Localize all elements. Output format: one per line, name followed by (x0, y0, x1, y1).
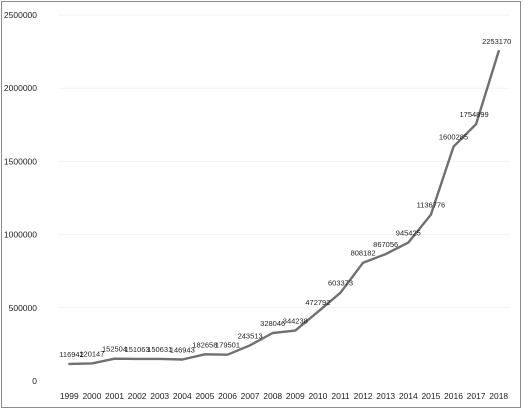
data-label: 150631 (147, 345, 172, 354)
x-tick-label: 2000 (82, 391, 101, 401)
data-label: 867056 (373, 240, 398, 249)
x-tick-label: 2007 (241, 391, 260, 401)
series-line (68, 49, 500, 366)
x-tick-label: 2011 (331, 391, 350, 401)
x-tick-label: 2006 (218, 391, 237, 401)
data-label: 179501 (215, 341, 240, 350)
x-tick-label: 2008 (263, 391, 282, 401)
x-tick-label: 1999 (60, 391, 79, 401)
data-label: 808182 (351, 249, 376, 258)
data-label: 1600285 (439, 133, 468, 142)
y-tick-label: 500000 (9, 303, 38, 313)
data-label: 116942 (59, 350, 83, 359)
data-label: 152504 (102, 345, 127, 354)
data-label: 1136776 (417, 201, 446, 210)
x-tick-label: 2005 (195, 391, 214, 401)
data-label: 2253170 (482, 37, 511, 46)
y-tick-label: 0 (32, 376, 37, 386)
x-tick-label: 2003 (150, 391, 169, 401)
data-label: 182658 (192, 340, 217, 349)
x-tick-label: 2004 (173, 391, 192, 401)
x-tick-label: 2013 (376, 391, 395, 401)
x-tick-label: 2017 (467, 391, 486, 401)
data-label: 120147 (79, 349, 104, 358)
x-tick-label: 2001 (105, 391, 124, 401)
x-tick-label: 2012 (354, 391, 373, 401)
x-tick-label: 2016 (444, 391, 463, 401)
data-label: 945425 (396, 229, 421, 238)
y-tick-label: 2500000 (4, 10, 37, 20)
y-tick-label: 1000000 (4, 230, 37, 240)
data-label: 328046 (260, 319, 285, 328)
x-tick-label: 2015 (421, 391, 440, 401)
data-label: 243513 (238, 331, 263, 340)
x-tick-label: 2002 (128, 391, 147, 401)
x-tick-label: 2010 (308, 391, 327, 401)
y-tick-label: 1500000 (4, 156, 37, 166)
data-label: 472792 (305, 298, 330, 307)
data-label: 603373 (328, 279, 353, 288)
data-label: 151063 (125, 345, 150, 354)
x-tick-label: 2018 (489, 391, 508, 401)
x-tick-label: 2009 (286, 391, 305, 401)
x-tick-label: 2014 (399, 391, 418, 401)
data-label: 1754899 (459, 110, 488, 119)
data-label: 146943 (170, 345, 195, 354)
y-tick-label: 2000000 (4, 83, 37, 93)
data-label: 344238 (283, 317, 308, 326)
